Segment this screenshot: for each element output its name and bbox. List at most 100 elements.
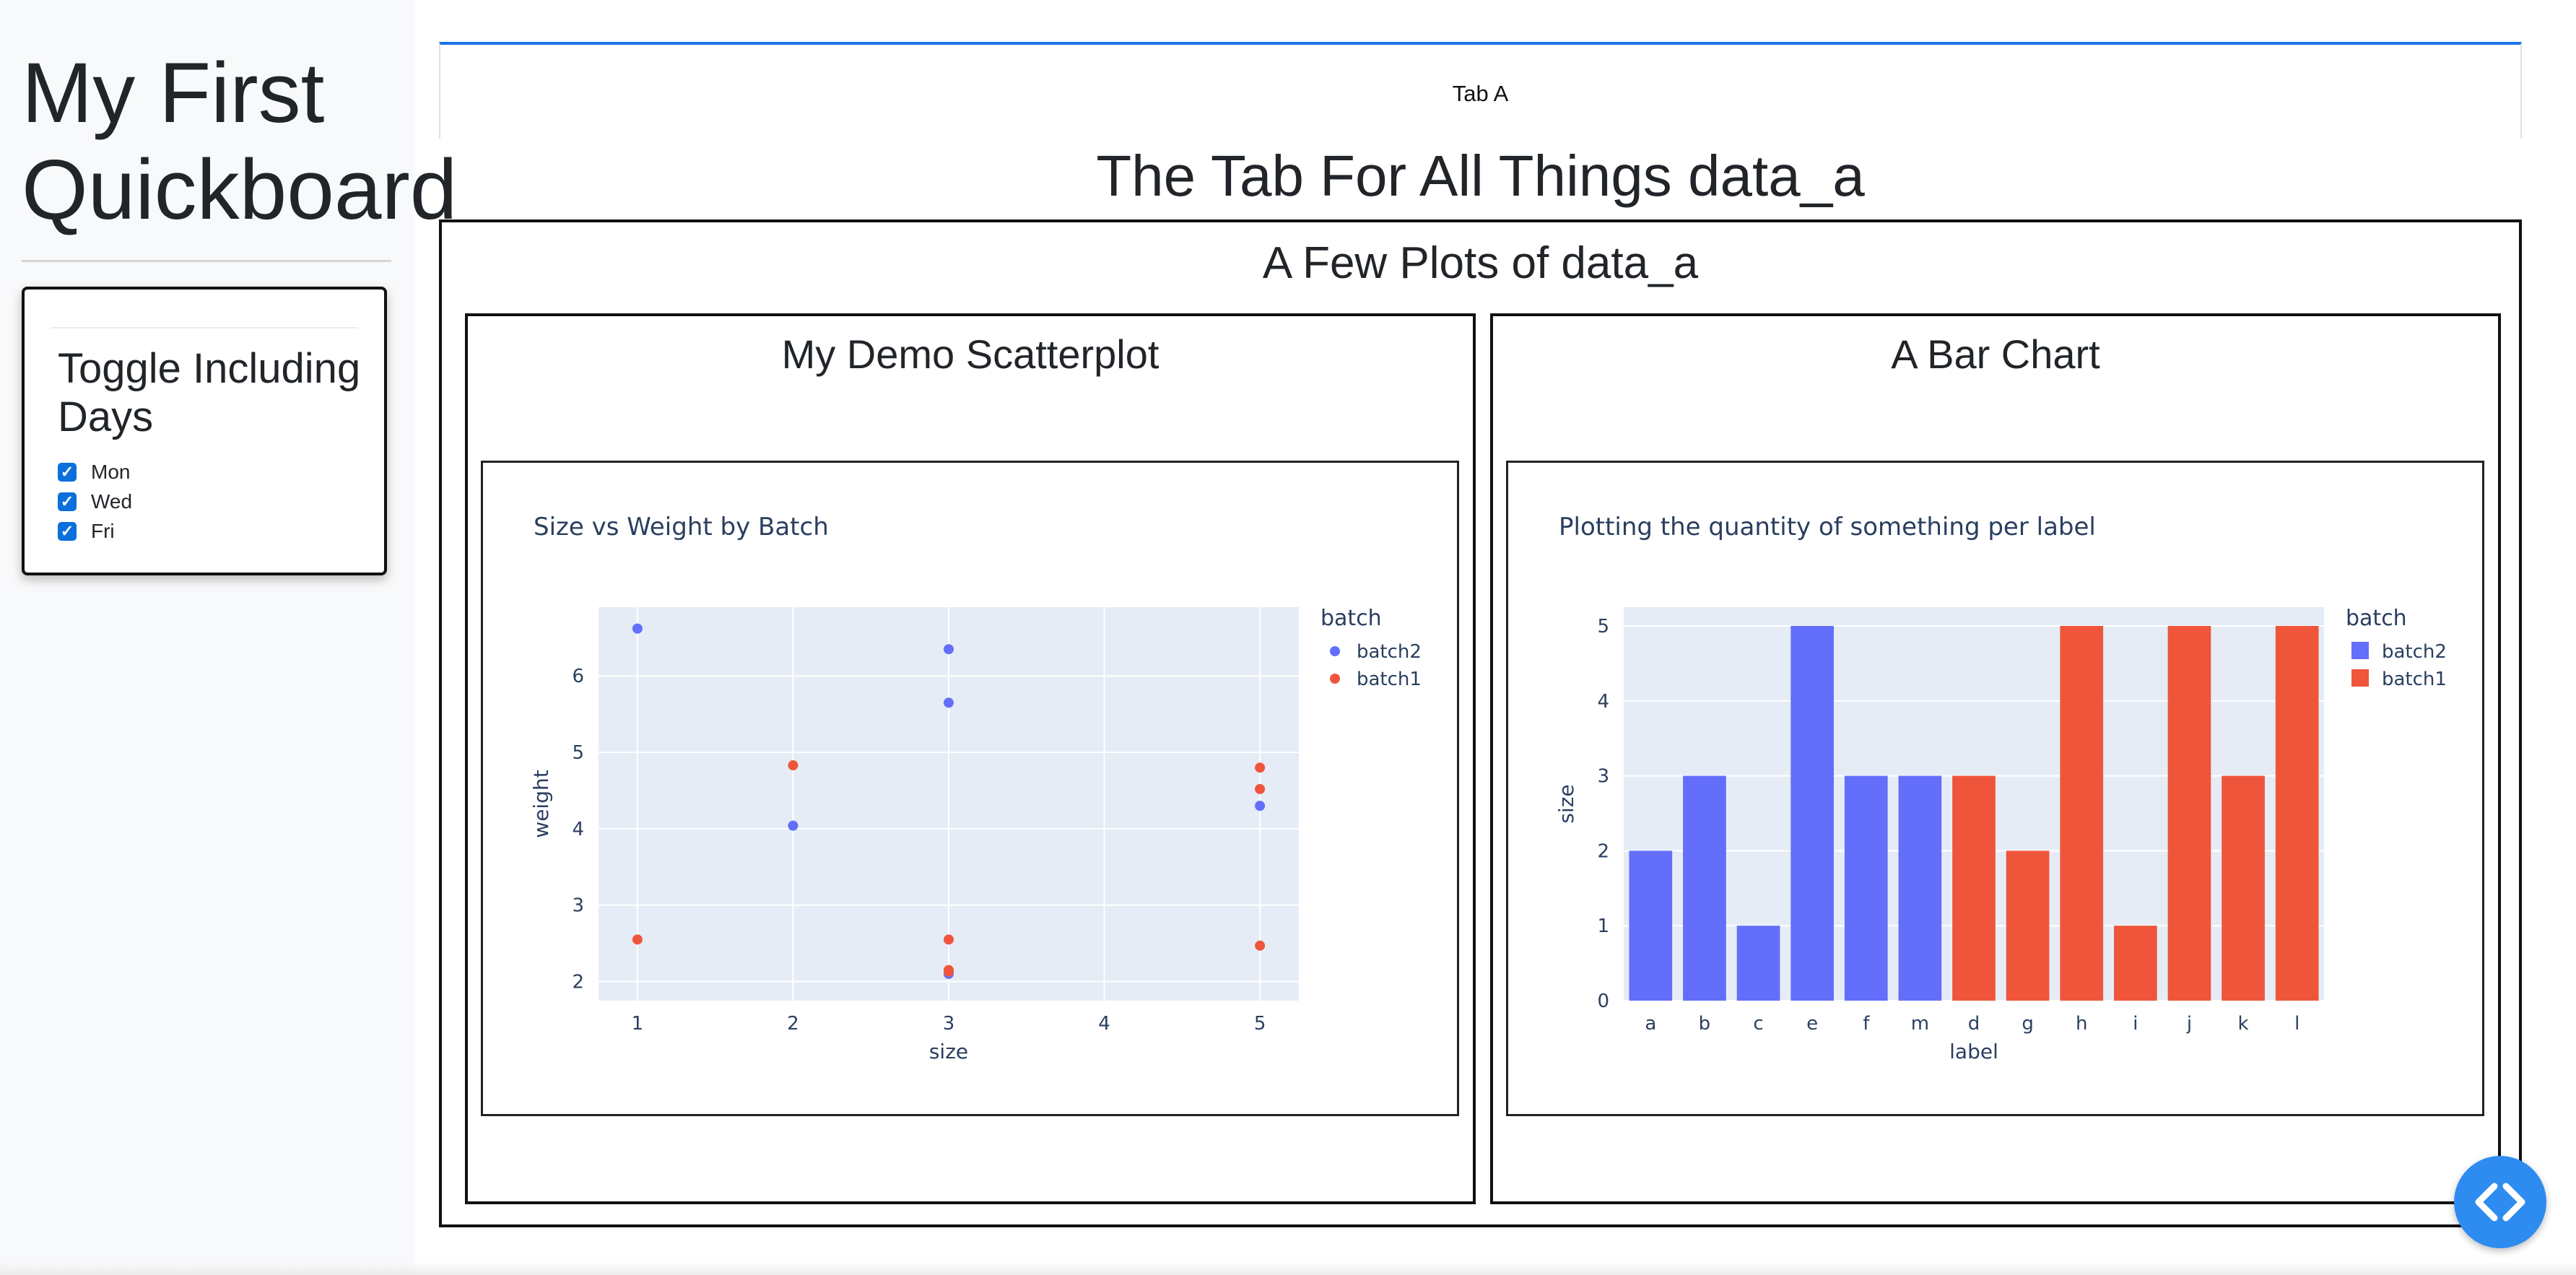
bar-batch2 <box>1629 850 1673 1001</box>
legend-label: batch2 <box>2382 641 2447 663</box>
legend-marker <box>1330 646 1340 656</box>
bar-batch1 <box>2114 926 2157 1001</box>
x-tick-label: 5 <box>1254 1013 1266 1035</box>
checkbox-mon[interactable]: ✓ <box>58 462 77 482</box>
y-tick-label: 1 <box>1597 915 1609 937</box>
scatter-point-batch1 <box>944 966 954 977</box>
y-tick-label: 2 <box>1597 840 1609 862</box>
panel-heading: My Demo Scatterplot <box>781 331 1159 377</box>
chart-title: Plotting the quantity of something per l… <box>1559 513 2096 541</box>
checkbox-label[interactable]: Wed <box>91 489 133 513</box>
scatter-point-batch1 <box>944 934 954 945</box>
x-tick-label: e <box>1806 1013 1818 1035</box>
scatter-point-batch1 <box>632 934 643 945</box>
card-divider <box>51 327 358 328</box>
y-axis-label: size <box>1554 784 1578 823</box>
x-tick-label: 3 <box>943 1013 955 1035</box>
scatter-point-batch1 <box>1255 940 1266 951</box>
x-tick-label: d <box>1968 1013 1980 1035</box>
checkbox-label[interactable]: Fri <box>91 519 115 542</box>
legend-swatch <box>2351 642 2369 659</box>
scatter-point-batch2 <box>944 644 954 655</box>
code-toggle-button[interactable] <box>2454 1156 2546 1248</box>
sidebar: My First Quickboard Toggle Including Day… <box>0 0 457 1275</box>
checkbox-wed[interactable]: ✓ <box>58 492 77 511</box>
x-tick-label: c <box>1753 1013 1763 1035</box>
checkbox-row-fri[interactable]: ✓ Fri <box>58 516 132 546</box>
legend-swatch <box>2351 669 2369 687</box>
section-heading: A Few Plots of data_a <box>1262 238 1699 288</box>
bar-batch2 <box>1844 775 1888 1001</box>
chart-title: Size vs Weight by Batch <box>534 513 829 541</box>
y-tick-label: 5 <box>1597 616 1609 638</box>
x-tick-label: 2 <box>787 1013 799 1035</box>
bar-panel: A Bar Chart Plotting the quantity of som… <box>1490 313 2501 1204</box>
x-tick-label: m <box>1911 1013 1929 1035</box>
code-icon[interactable] <box>2454 1156 2546 1248</box>
bar-batch1 <box>2275 625 2319 1001</box>
x-tick-label: b <box>1699 1013 1711 1035</box>
x-tick-label: a <box>1645 1013 1656 1035</box>
bar-plot-frame[interactable]: Plotting the quantity of something per l… <box>1506 461 2484 1116</box>
y-tick-label: 3 <box>1597 766 1609 788</box>
tab-a[interactable]: Tab A <box>439 42 2522 139</box>
legend-title: batch <box>1320 606 1382 631</box>
scatter-chart[interactable]: Size vs Weight by Batch size weight batch ba… <box>483 463 1457 1114</box>
y-tick-label: 5 <box>572 742 584 764</box>
legend-label: batch1 <box>1357 669 1422 690</box>
legend-title: batch <box>2346 606 2407 631</box>
checkbox-fri[interactable]: ✓ <box>58 521 77 541</box>
bar-batch2 <box>1736 926 1780 1001</box>
y-tick-label: 4 <box>1597 691 1609 713</box>
bar-batch1 <box>2167 625 2211 1001</box>
tab-label[interactable]: Tab A <box>1452 81 1509 106</box>
x-tick-label: f <box>1863 1013 1870 1035</box>
day-toggle-card: Toggle Including Days ✓ Mon ✓ Wed ✓ Fri <box>22 287 387 575</box>
scatter-point-batch2 <box>632 623 643 634</box>
scatter-point-batch2 <box>1255 801 1266 811</box>
bar-batch1 <box>2006 850 2050 1001</box>
panel-heading: A Bar Chart <box>1891 331 2100 377</box>
y-tick-label: 2 <box>572 972 584 993</box>
scatter-point-batch2 <box>944 697 954 708</box>
scatter-point-batch1 <box>788 760 799 771</box>
checkbox-row-mon[interactable]: ✓ Mon <box>58 457 132 487</box>
bar-batch1 <box>2060 625 2104 1001</box>
y-tick-label: 4 <box>572 819 584 840</box>
scatter-panel: My Demo Scatterplot Size vs Weight by Ba… <box>465 313 1476 1204</box>
y-axis-label: weight <box>529 770 553 837</box>
checkbox-label[interactable]: Mon <box>91 460 131 483</box>
legend-label: batch2 <box>1357 641 1422 663</box>
y-tick-label: 3 <box>572 895 584 917</box>
scatter-point-batch1 <box>1255 762 1266 773</box>
bar-batch1 <box>1952 775 1996 1001</box>
scatter-point-batch2 <box>788 820 799 831</box>
sidebar-divider <box>22 260 391 262</box>
page-heading: The Tab For All Things data_a <box>1096 144 1865 208</box>
x-tick-label: 1 <box>632 1013 644 1035</box>
x-axis-label: label <box>1949 1040 1998 1063</box>
checkbox-row-wed[interactable]: ✓ Wed <box>58 487 132 516</box>
x-tick-label: g <box>2022 1013 2034 1035</box>
scatter-point-batch1 <box>1255 783 1266 794</box>
y-tick-label: 0 <box>1597 991 1609 1012</box>
legend-marker <box>1330 674 1340 684</box>
y-tick-label: 6 <box>572 666 584 687</box>
x-tick-label: l <box>2294 1013 2299 1035</box>
day-checklist: ✓ Mon ✓ Wed ✓ Fri <box>58 457 132 546</box>
dashboard-title: My First Quickboard <box>22 45 458 238</box>
footer-shade <box>0 1262 2576 1275</box>
scatter-plot-frame[interactable]: Size vs Weight by Batch size weight batch ba… <box>481 461 1459 1116</box>
plots-section: A Few Plots of data_a My Demo Scatterplo… <box>439 219 2522 1227</box>
toggle-heading: Toggle Including Days <box>58 345 361 440</box>
bar-batch1 <box>2222 775 2265 1001</box>
bar-batch2 <box>1683 775 1726 1001</box>
bar-batch2 <box>1898 775 1942 1001</box>
x-tick-label: 4 <box>1098 1013 1110 1035</box>
x-tick-label: k <box>2238 1013 2249 1035</box>
x-axis-label: size <box>929 1040 968 1063</box>
x-tick-label: h <box>2076 1013 2087 1035</box>
bar-batch2 <box>1790 625 1834 1001</box>
bar-chart[interactable]: Plotting the quantity of something per l… <box>1508 463 2482 1114</box>
x-tick-label: j <box>2186 1013 2192 1035</box>
